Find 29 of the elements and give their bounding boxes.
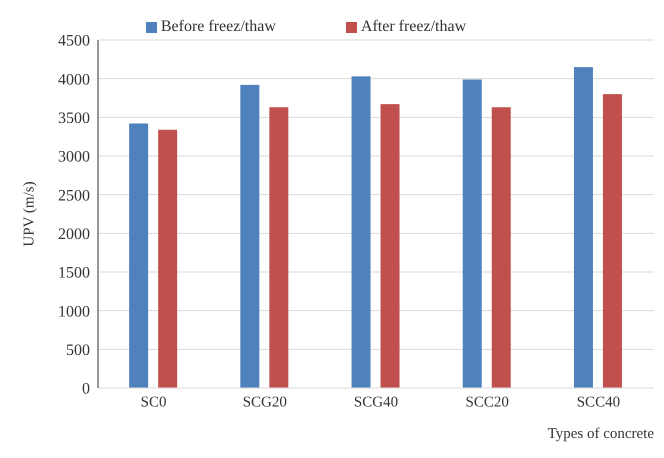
y-axis-title: UPV (m/s)	[21, 181, 38, 247]
bar	[158, 130, 178, 388]
y-tick-label: 3000	[58, 148, 90, 166]
legend-label: Before freez/thaw	[160, 18, 276, 35]
y-tick-label: 2500	[58, 187, 90, 204]
bar	[352, 76, 371, 388]
x-tick-label: SCC40	[576, 394, 620, 411]
x-tick-label: SCG40	[354, 394, 398, 411]
bar	[380, 104, 400, 388]
y-tick-label: 2000	[58, 226, 90, 244]
x-axis-title: Types of concrete	[548, 426, 654, 442]
y-tick-label: 4500	[58, 32, 90, 50]
bar	[574, 67, 593, 388]
y-tick-label: 500	[66, 342, 90, 360]
x-tick-label: SC0	[140, 394, 167, 411]
bar	[462, 79, 482, 388]
bar	[492, 107, 511, 388]
legend-label: After freez/thaw	[360, 18, 466, 35]
bar	[602, 94, 622, 388]
x-tick-label: SCG20	[242, 394, 287, 411]
x-tick-label: SCC20	[466, 394, 509, 411]
y-tick-label: 4000	[58, 71, 90, 88]
bar	[269, 107, 288, 388]
y-tick-label: 1500	[58, 264, 90, 282]
y-tick-label: 3500	[58, 110, 90, 128]
y-tick-label: 1000	[58, 303, 90, 320]
y-tick-label: 0	[82, 380, 90, 398]
bar	[240, 84, 260, 388]
bar	[129, 124, 148, 388]
